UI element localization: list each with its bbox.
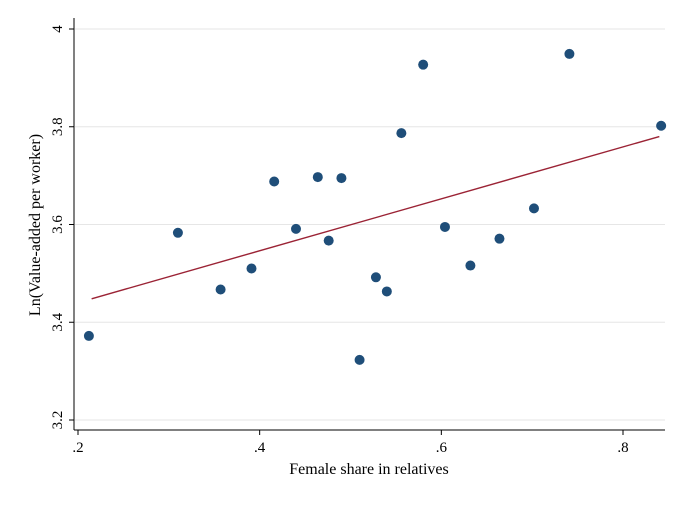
fit-line-layer bbox=[91, 135, 660, 300]
data-point bbox=[172, 227, 183, 238]
tick-labels: 3.2 3.4 3.6 3.8 4 .2 .4 .6 .8 bbox=[50, 25, 629, 456]
data-point bbox=[439, 221, 450, 232]
fit-line bbox=[91, 135, 660, 300]
data-point bbox=[291, 223, 301, 234]
data-point bbox=[336, 173, 347, 184]
data-point bbox=[418, 59, 429, 70]
axes bbox=[69, 18, 665, 435]
y-axis-label: Ln(Value-added per worker) bbox=[27, 134, 44, 316]
x-tick-label: .6 bbox=[436, 440, 448, 456]
y-tick-label: 4 bbox=[50, 25, 66, 33]
data-point bbox=[312, 172, 323, 183]
data-points bbox=[83, 48, 667, 365]
gridlines bbox=[75, 28, 665, 421]
data-point bbox=[269, 176, 280, 187]
y-tick-label: 3.2 bbox=[50, 411, 66, 430]
data-point bbox=[381, 286, 392, 297]
x-axis-label: Female share in relatives bbox=[289, 461, 449, 478]
data-point bbox=[323, 235, 334, 246]
y-tick-label: 3.8 bbox=[50, 117, 66, 136]
data-point bbox=[215, 284, 226, 295]
data-point bbox=[370, 272, 381, 283]
x-tick-label: .2 bbox=[72, 440, 83, 456]
data-point bbox=[83, 330, 94, 341]
data-point bbox=[656, 120, 667, 131]
data-point bbox=[528, 203, 539, 214]
data-point bbox=[354, 354, 365, 365]
x-tick-label: .4 bbox=[254, 440, 266, 456]
x-tick-label: .8 bbox=[617, 440, 628, 456]
data-point bbox=[564, 48, 575, 59]
data-point bbox=[465, 260, 476, 271]
data-point bbox=[494, 233, 505, 244]
y-tick-label: 3.4 bbox=[50, 312, 66, 331]
data-point bbox=[396, 128, 407, 139]
data-point bbox=[246, 263, 257, 274]
y-tick-label: 3.6 bbox=[50, 215, 66, 234]
